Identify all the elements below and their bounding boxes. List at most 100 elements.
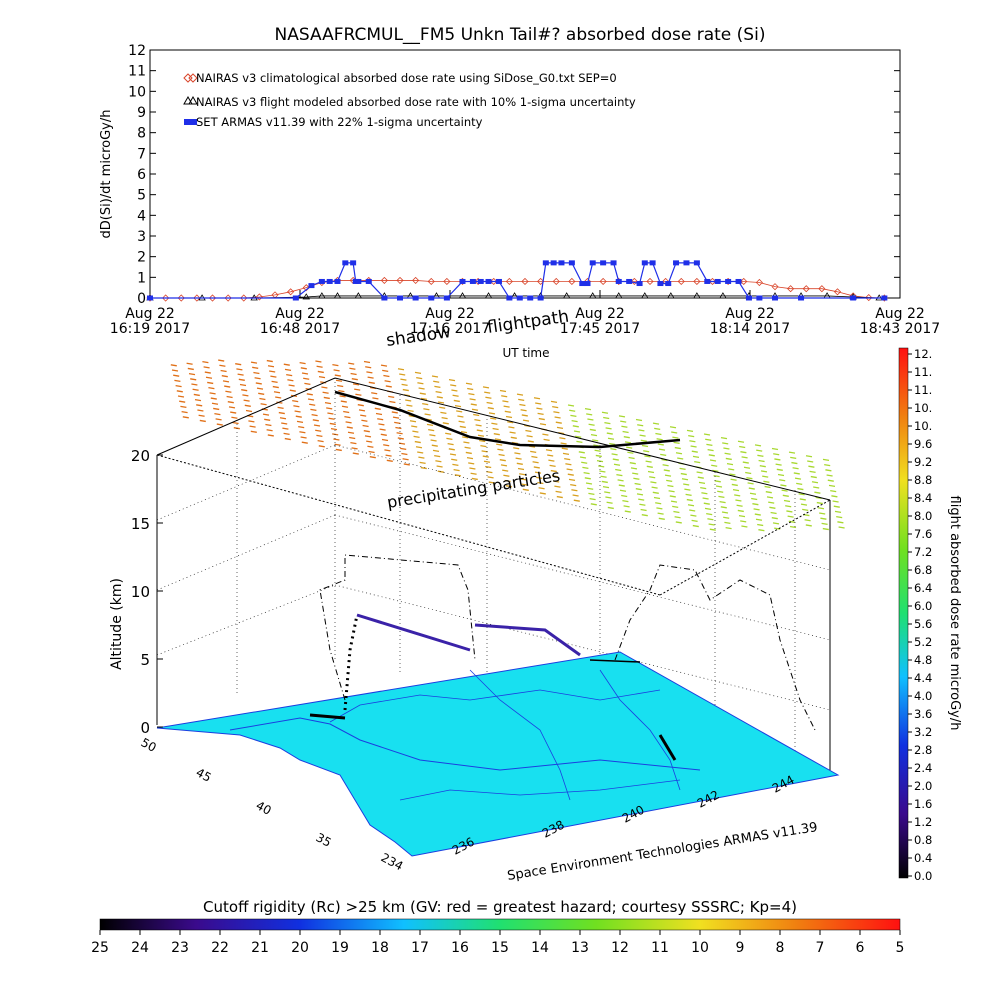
data-point (833, 288, 842, 296)
dose-mark (768, 501, 775, 504)
dose-mark (792, 467, 799, 470)
dose-mark (465, 382, 473, 385)
data-point (615, 278, 622, 284)
dose-mark (312, 419, 319, 422)
dose-mark (182, 416, 189, 419)
dose-mark (203, 366, 210, 369)
dose-mark (720, 437, 728, 440)
dose-mark (704, 507, 712, 511)
dose-mark (703, 433, 711, 436)
dose-mark (198, 414, 205, 417)
dose-mark (724, 452, 731, 455)
dose-mark (244, 404, 251, 407)
dose-mark (763, 480, 770, 483)
dose-mark (785, 505, 792, 508)
dose-mark (555, 490, 562, 494)
rigidity-tick-label: 15 (491, 940, 509, 956)
dose-mark (578, 451, 585, 454)
data-point (714, 278, 721, 284)
data-point (802, 285, 810, 293)
dose-mark (422, 402, 429, 406)
data-point (615, 292, 623, 299)
dose-mark (810, 475, 817, 479)
dose-mark (486, 471, 493, 474)
dose-mark (539, 492, 546, 495)
dose-mark (209, 392, 216, 395)
dose-mark (431, 375, 439, 378)
dose-mark (344, 416, 351, 419)
dose-mark (363, 360, 371, 364)
dose-mark (627, 451, 634, 454)
dose-mark (437, 470, 444, 473)
colorbar-tick-label: 5.2 (914, 635, 932, 649)
dose-mark (378, 423, 385, 426)
dose-mark (822, 458, 830, 462)
colorbar-tick-label: 2.8 (914, 743, 932, 757)
dose-mark (817, 507, 825, 510)
dose-mark (735, 499, 742, 502)
dose-mark (252, 366, 259, 369)
y-tick-label: 11 (128, 64, 146, 80)
dose-mark (653, 496, 661, 500)
dose-mark (726, 463, 734, 466)
dose-mark (652, 491, 659, 494)
legend: NAIRAS v3 climatological absorbed dose r… (183, 71, 636, 129)
dose-mark (354, 388, 361, 391)
dose-mark (442, 422, 449, 425)
dose-mark (796, 482, 803, 485)
dose-mark (493, 433, 500, 436)
dose-mark (572, 494, 579, 497)
dose-mark (554, 485, 561, 488)
dose-mark (435, 390, 442, 394)
dose-mark (715, 485, 723, 488)
dose-mark (340, 400, 347, 403)
dose-mark (266, 359, 273, 363)
data-point (365, 278, 372, 284)
colorbar-tick-label: 8.8 (914, 473, 932, 487)
data-point (484, 292, 493, 299)
dose-mark (615, 468, 622, 472)
legend-label-armas: SET ARMAS v11.39 with 22% 1-sigma uncert… (196, 115, 483, 129)
data-point (459, 278, 466, 284)
dose-mark (510, 436, 517, 439)
dose-mark (345, 421, 352, 424)
dose-mark (798, 493, 805, 496)
dose-mark (451, 389, 458, 392)
dose-mark (316, 434, 323, 438)
dose-mark (225, 390, 232, 393)
precipitating-annotation: precipitating particles (386, 466, 562, 512)
dose-mark (358, 409, 366, 412)
dose-mark (216, 423, 223, 426)
dose-mark (317, 439, 324, 443)
dose-mark (692, 455, 700, 459)
dose-mark (224, 385, 231, 388)
data-point (818, 285, 826, 293)
dose-mark (384, 449, 391, 452)
colorbar-tick-label: 3.2 (914, 725, 932, 739)
dose-mark (755, 518, 763, 521)
dose-mark (587, 418, 594, 421)
data-point (667, 292, 675, 299)
data-point (537, 295, 544, 301)
dose-mark (452, 463, 459, 467)
dose-mark (531, 455, 538, 459)
x-tick-label-time: 16:48 2017 (260, 321, 340, 337)
dose-mark (673, 441, 680, 445)
dose-mark (520, 409, 527, 412)
dose-mark (584, 477, 591, 480)
dose-mark (687, 504, 695, 507)
ground-map (156, 651, 840, 857)
dose-mark (304, 382, 311, 386)
dose-mark (689, 509, 696, 512)
dose-mark (171, 369, 179, 372)
data-point (510, 292, 519, 299)
dose-mark (337, 384, 344, 388)
dose-mark (299, 431, 306, 434)
dose-mark (414, 440, 421, 444)
dose-mark (641, 514, 648, 517)
dose-mark (553, 480, 560, 483)
dose-mark (475, 424, 482, 427)
dose-mark (254, 377, 261, 380)
y-tick-label: 12 (128, 43, 146, 59)
colorbar-tick-label: 6.8 (914, 563, 932, 577)
